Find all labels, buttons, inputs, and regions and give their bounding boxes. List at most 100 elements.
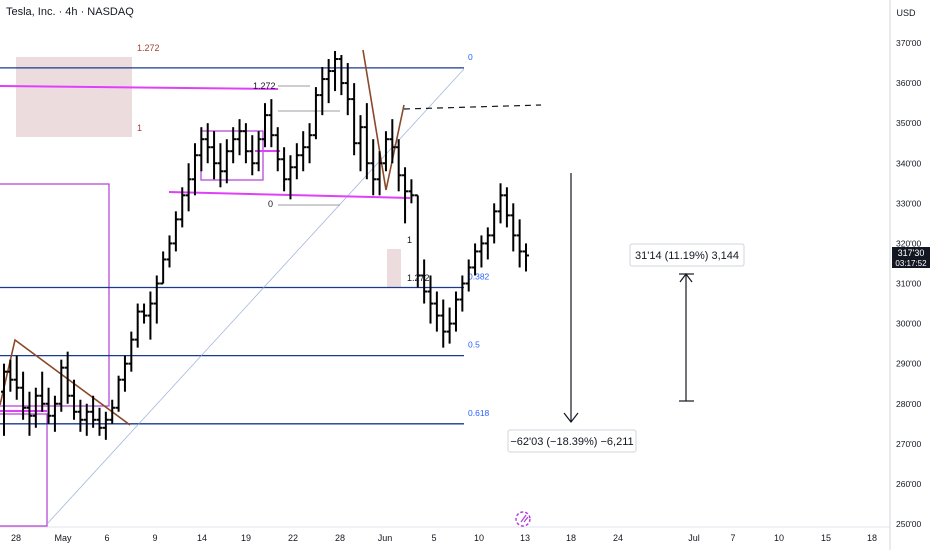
ohlc-bar [223, 139, 230, 184]
currency-label: USD [896, 8, 916, 18]
down-move-label: −62'03 (−18.39%) −6,211 [507, 429, 637, 453]
ohlc-bar [128, 331, 135, 372]
ohlc-bar [249, 135, 256, 176]
fib-level-label: 0.618 [468, 408, 490, 418]
ohlc-bar [497, 183, 504, 224]
zigzag-right [362, 49, 405, 191]
ohlc-bar [472, 243, 479, 276]
last-price-badge: 317'30 03:17:52 [892, 247, 930, 268]
purple-box-mid [200, 130, 264, 181]
price-tick-label: 350'00 [896, 118, 922, 128]
time-tick-label: 13 [520, 533, 530, 543]
ohlc-bar [516, 219, 523, 268]
fib-level-label: 0.382 [468, 272, 490, 282]
ohlc-bar [77, 399, 84, 432]
ohlc-bar [255, 131, 262, 172]
time-tick-label: 10 [774, 533, 784, 543]
ohlc-bar [179, 187, 186, 228]
ohlc-bar [370, 139, 377, 196]
time-tick-label: 10 [474, 533, 484, 543]
ohlc-bar [39, 371, 46, 412]
ohlc-bar [344, 63, 351, 116]
ohlc-bar [96, 407, 103, 436]
ohlc-bar [484, 227, 491, 260]
time-axis[interactable]: 28 May 6 9 14 19 22 28 Jun 5 10 13 18 24 Jul 7 10 15 18 [11, 533, 877, 543]
ohlc-bar [13, 355, 20, 400]
ohlc-bar [45, 387, 52, 424]
ohlc-bar [7, 359, 14, 392]
ohlc-bar [351, 83, 358, 156]
fib-zone-small [387, 249, 401, 288]
time-tick-label: 9 [152, 533, 157, 543]
ohlc-bar [160, 251, 167, 285]
ohlc-bar [363, 103, 370, 180]
time-tick-label: 18 [867, 533, 877, 543]
fib-zone-left [16, 57, 132, 137]
fibonacci-retracement[interactable]: 0 0.382 0.5 0.618 [0, 52, 490, 425]
time-tick-label: 28 [11, 533, 21, 543]
price-tick-label: 290'00 [896, 359, 922, 369]
price-axis[interactable]: 250'00 260'00 270'00 280'00 290'00 300'00 310'… [896, 38, 922, 529]
ohlc-bar [459, 275, 466, 312]
ohlc-series [1, 51, 529, 440]
fib-level-label: 0.5 [468, 340, 480, 350]
ohlc-bar [191, 143, 198, 196]
ohlc-bar [523, 243, 529, 272]
price-tick-label: 330'00 [896, 198, 922, 208]
ohlc-bar [293, 143, 300, 180]
ohlc-bar [414, 194, 421, 288]
ohlc-bar [332, 51, 339, 92]
price-tick-label: 320'00 [896, 238, 922, 248]
ohlc-bar [281, 147, 288, 192]
ohlc-bar [32, 387, 39, 428]
time-tick-label: 14 [197, 533, 207, 543]
time-tick-label: 28 [335, 533, 345, 543]
price-tick-label: 360'00 [896, 78, 922, 88]
price-tick-label: 270'00 [896, 439, 922, 449]
ohlc-bar [268, 99, 275, 148]
ohlc-bar [211, 131, 218, 180]
last-price-text: 317'30 [898, 248, 925, 258]
ohlc-bar [166, 235, 173, 268]
ohlc-bar [172, 211, 179, 252]
fib-ext-label: 1.272 [407, 273, 430, 283]
up-move-text: 31'14 (11.19%) 3,144 [635, 250, 739, 262]
ohlc-bar [382, 131, 389, 172]
tradingview-replay-icon[interactable] [515, 511, 531, 527]
ohlc-bar [446, 307, 453, 344]
fib-ext-label: 0 [268, 199, 273, 209]
ohlc-bar [325, 59, 332, 104]
down-measure-arrow[interactable] [563, 173, 579, 423]
price-tick-label: 250'00 [896, 519, 922, 529]
ohlc-bar [427, 275, 434, 324]
ohlc-bar [109, 399, 116, 424]
time-tick-label: Jul [688, 533, 700, 543]
ohlc-bar [510, 203, 517, 252]
ohlc-bar [102, 411, 109, 440]
price-tick-label: 340'00 [896, 158, 922, 168]
ohlc-bar [20, 371, 27, 420]
ohlc-bar [440, 299, 447, 348]
ohlc-bar [357, 115, 364, 172]
fib-level-label: 0 [468, 52, 473, 62]
price-tick-label: 310'00 [896, 279, 922, 289]
ohlc-bar [217, 143, 224, 188]
ohlc-bar [402, 167, 409, 224]
up-measure-arrow[interactable] [679, 273, 694, 402]
ohlc-bar [389, 119, 396, 164]
ohlc-bar [26, 391, 33, 436]
ohlc-bar [115, 375, 122, 412]
dashed-resistance-line [403, 104, 542, 110]
ohlc-bar [230, 127, 237, 164]
chart-title: Tesla, Inc. · 4h · NASDAQ [6, 6, 134, 18]
ohlc-bar [338, 55, 345, 96]
time-tick-label: 6 [104, 533, 109, 543]
countdown-text: 03:17:52 [895, 259, 927, 268]
fib-ext-label: 1.272 [253, 81, 276, 91]
ohlc-bar [465, 259, 472, 292]
price-tick-label: 280'00 [896, 399, 922, 409]
ohlc-bar [204, 123, 211, 164]
down-move-text: −62'03 (−18.39%) −6,211 [510, 436, 633, 448]
price-tick-label: 300'00 [896, 319, 922, 329]
